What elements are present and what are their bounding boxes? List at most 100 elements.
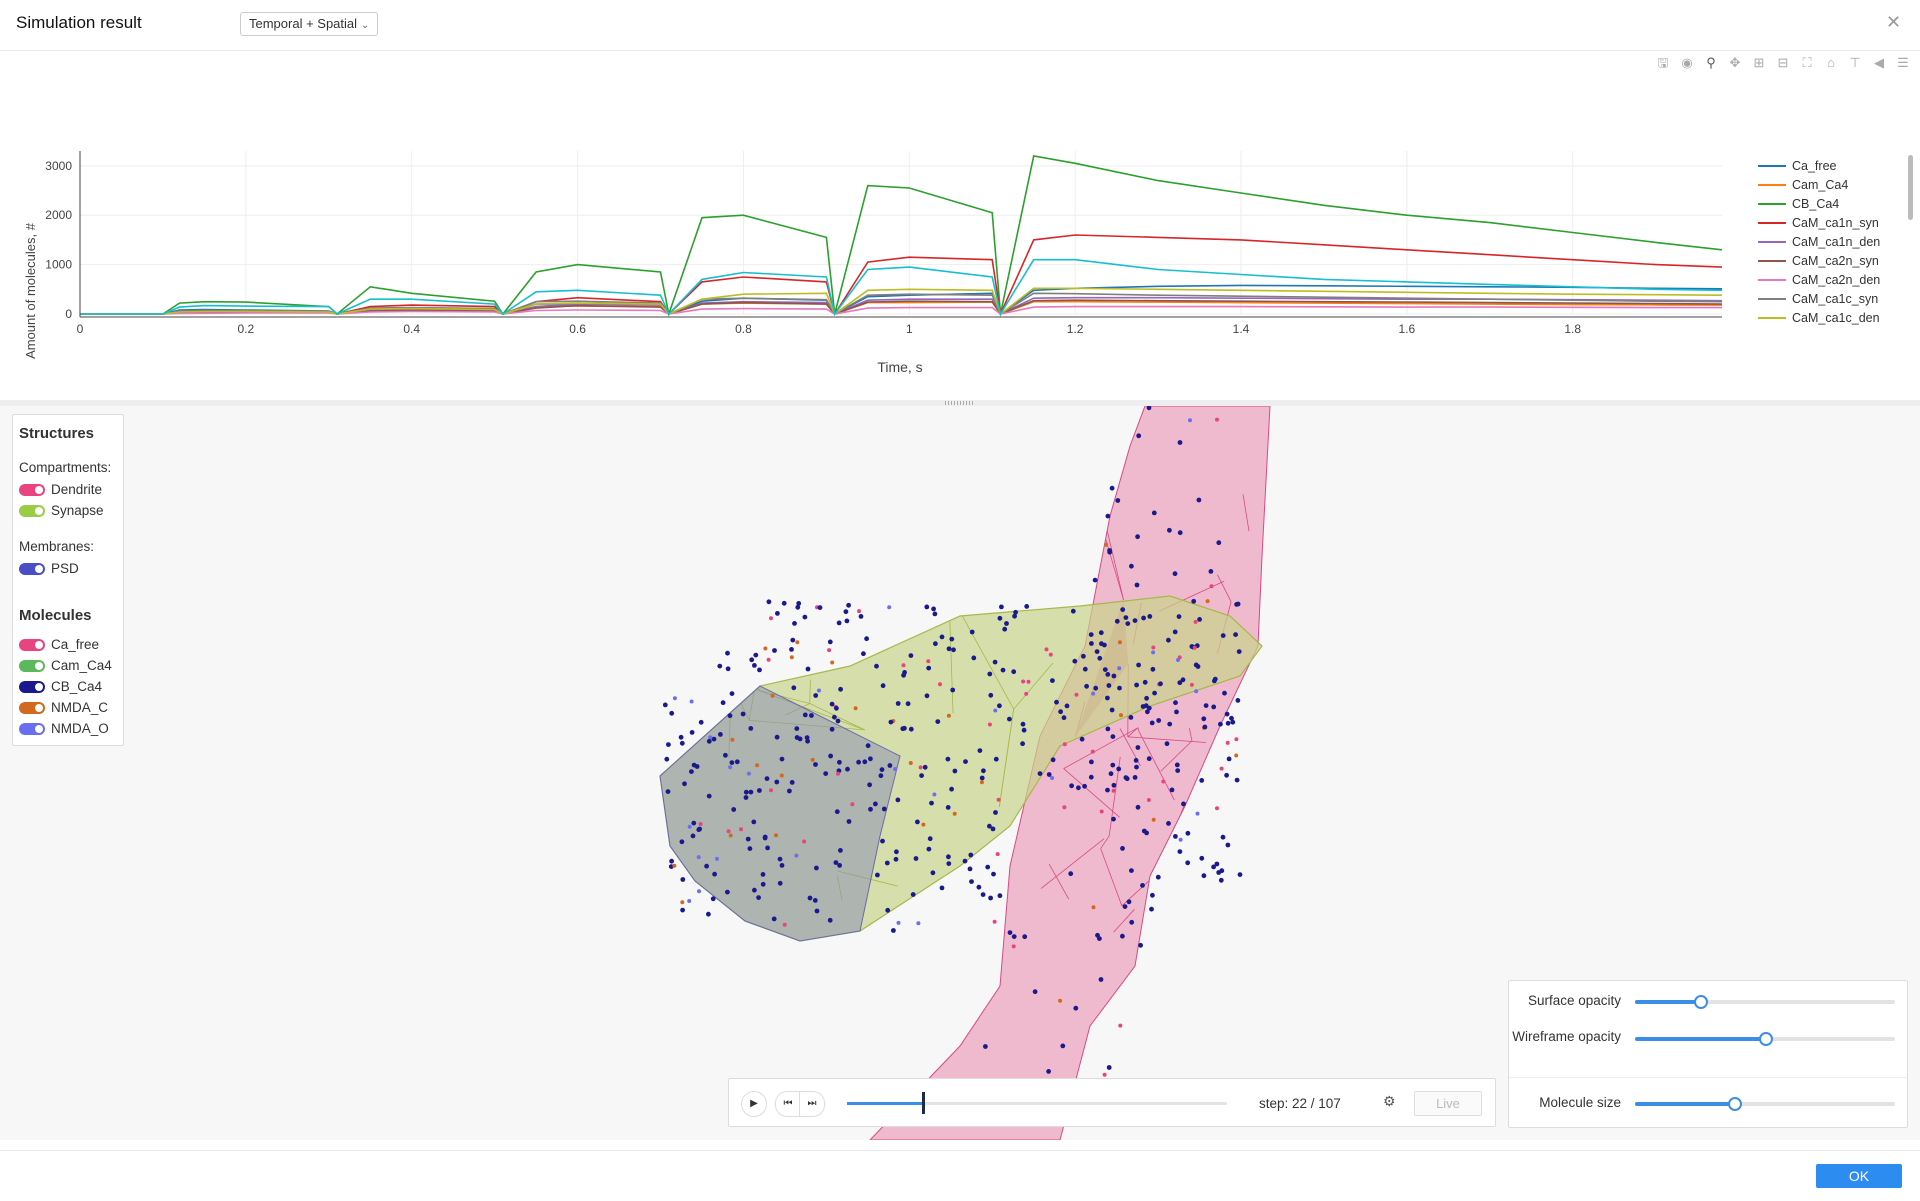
cb-ca4-toggle-icon[interactable] — [19, 681, 45, 693]
legend-item[interactable]: Cam_Ca4 — [1758, 175, 1908, 194]
molecule-dot — [1170, 788, 1175, 793]
close-icon[interactable]: ✕ — [1886, 12, 1901, 33]
toggle-psd[interactable]: PSD — [19, 561, 79, 576]
molecule-dot — [1099, 630, 1104, 635]
nmda-o-toggle-icon[interactable] — [19, 723, 45, 735]
molecule-dot — [991, 872, 996, 877]
molecule-dot — [1177, 680, 1182, 685]
molecule-dot — [1236, 698, 1241, 703]
zoom-out-icon[interactable]: ⊟ — [1774, 54, 1792, 72]
x-tick-label: 0 — [77, 322, 84, 336]
wireframe-opacity-slider[interactable] — [1635, 1037, 1895, 1041]
molecule-dot — [1001, 668, 1006, 673]
step-forward-icon[interactable]: ⏭ — [799, 1091, 825, 1117]
molecule-dot — [1071, 609, 1076, 614]
molecule-dot — [1022, 934, 1027, 939]
molecule-dot — [926, 666, 931, 671]
molecule-dot — [1237, 649, 1242, 654]
molecule-dot — [1193, 646, 1197, 650]
toggle-nmda-o[interactable]: NMDA_O — [19, 721, 109, 736]
legend-item[interactable]: CaM_ca2n_den — [1758, 270, 1908, 289]
molecule-dot — [963, 859, 968, 864]
toggle-cam-ca4[interactable]: Cam_Ca4 — [19, 658, 112, 673]
molecule-dot — [748, 726, 753, 731]
molecule-dot — [1133, 775, 1138, 780]
molecule-dot — [1097, 656, 1102, 661]
molecule-dot — [847, 819, 852, 824]
molecule-dot — [1124, 615, 1129, 620]
slider-handle[interactable] — [1694, 995, 1708, 1009]
live-button[interactable]: Live — [1414, 1091, 1482, 1116]
molecule-size-slider[interactable] — [1635, 1102, 1895, 1106]
molecule-dot — [1134, 758, 1139, 763]
legend-item[interactable]: CaM_ca1c_syn — [1758, 289, 1908, 308]
view-mode-select[interactable]: Temporal + Spatial⌄ — [240, 12, 378, 36]
molecule-dot — [947, 714, 951, 718]
toggle-nmda-c[interactable]: NMDA_C — [19, 700, 108, 715]
molecule-dot — [1140, 883, 1145, 888]
spike-lines-icon[interactable]: ⊤ — [1846, 54, 1864, 72]
molecule-dot — [680, 900, 684, 904]
ca-free-toggle-icon[interactable] — [19, 639, 45, 651]
molecule-dot — [971, 656, 976, 661]
reset-axes-icon[interactable]: ⌂ — [1822, 54, 1840, 72]
step-back-icon[interactable]: ⏮ — [775, 1091, 801, 1117]
synapse-toggle-icon[interactable] — [19, 505, 45, 517]
legend-item[interactable]: CaM_ca2n_syn — [1758, 251, 1908, 270]
molecule-dot — [867, 782, 872, 787]
legend-scrollbar[interactable] — [1908, 155, 1913, 220]
toggle-cb-ca4[interactable]: CB_Ca4 — [19, 679, 102, 694]
molecule-dot — [1234, 754, 1238, 758]
toggle-ca-free[interactable]: Ca_free — [19, 637, 99, 652]
molecule-dot — [813, 762, 818, 767]
molecule-dot — [707, 739, 712, 744]
legend-item[interactable]: CaM_ca1c_den — [1758, 308, 1908, 327]
toggle-dendrite[interactable]: Dendrite — [19, 482, 102, 497]
autoscale-icon[interactable]: ⛶ — [1798, 54, 1816, 72]
molecule-dot — [775, 735, 780, 740]
molecule-dot — [1147, 756, 1152, 761]
psd-toggle-icon[interactable] — [19, 563, 45, 575]
legend-item[interactable]: Ca_free — [1758, 156, 1908, 175]
molecule-dot — [739, 827, 743, 831]
molecule-dot — [1011, 669, 1016, 674]
molecule-dot — [1063, 742, 1067, 746]
slider-handle[interactable] — [1759, 1032, 1773, 1046]
molecule-dot — [896, 701, 901, 706]
timeline-slider[interactable] — [847, 1102, 1227, 1105]
dialog-footer: OK — [0, 1150, 1920, 1201]
molecule-dot — [1095, 649, 1100, 654]
legend-item[interactable]: CB_Ca4 — [1758, 194, 1908, 213]
molecule-dot — [838, 687, 843, 692]
legend-item[interactable]: CaM_ca1n_den — [1758, 232, 1908, 251]
molecule-dot — [1022, 728, 1027, 733]
zoom-in-icon[interactable]: ⊞ — [1750, 54, 1768, 72]
hover-compare-icon[interactable]: ☰ — [1894, 54, 1912, 72]
molecule-dot — [993, 920, 997, 924]
molecule-size-label: Molecule size — [1509, 1096, 1621, 1110]
cam-ca4-toggle-icon[interactable] — [19, 660, 45, 672]
molecule-dot — [691, 834, 696, 839]
timeline-handle[interactable] — [922, 1092, 925, 1114]
hover-closest-icon[interactable]: ◀ — [1870, 54, 1888, 72]
ok-button[interactable]: OK — [1816, 1164, 1902, 1188]
molecule-dot — [1117, 666, 1121, 670]
play-icon[interactable]: ▶ — [741, 1091, 767, 1117]
toggle-synapse[interactable]: Synapse — [19, 503, 104, 518]
legend-label: CaM_ca2n_den — [1792, 273, 1880, 287]
gear-icon[interactable]: ⚙ — [1383, 1093, 1396, 1110]
slider-handle[interactable] — [1728, 1097, 1742, 1111]
legend-item[interactable]: CaM_ca1n_syn — [1758, 213, 1908, 232]
molecule-dot — [1093, 686, 1098, 691]
surface-opacity-slider[interactable] — [1635, 1000, 1895, 1004]
dendrite-toggle-icon[interactable] — [19, 484, 45, 496]
splitter-grip-icon[interactable] — [945, 401, 975, 405]
membranes-label: Membranes: — [19, 539, 94, 554]
molecule-dot — [1105, 696, 1110, 701]
mesh-edge — [661, 602, 665, 705]
divider — [1509, 1077, 1907, 1078]
molecule-dot — [1124, 775, 1129, 780]
molecule-dot — [1144, 703, 1149, 708]
nmda-c-toggle-icon[interactable] — [19, 702, 45, 714]
